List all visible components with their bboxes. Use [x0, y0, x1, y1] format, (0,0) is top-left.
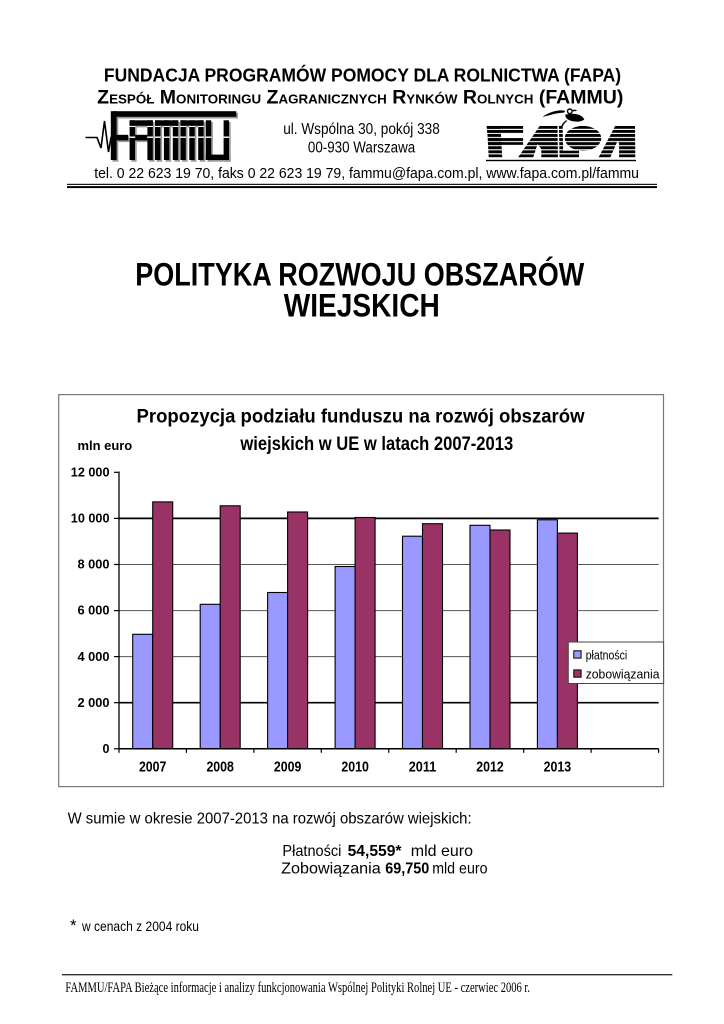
svg-text:2013: 2013	[544, 760, 572, 776]
svg-text:2010: 2010	[341, 760, 369, 776]
svg-text:54,559*: 54,559*	[348, 843, 403, 860]
svg-text:2 000: 2 000	[78, 696, 110, 710]
svg-text:wiejskich w UE w latach 2007-2: wiejskich w UE w latach 2007-2013	[240, 433, 514, 455]
svg-text:zobowiązania: zobowiązania	[586, 666, 660, 681]
svg-text:Propozycja podziału funduszu n: Propozycja podziału funduszu na rozwój o…	[137, 406, 586, 428]
svg-text:69,750: 69,750	[385, 861, 429, 878]
svg-text:POLITYKA ROZWOJU OBSZARÓW: POLITYKA ROZWOJU OBSZARÓW	[135, 255, 584, 292]
svg-text:W sumie w okresie 2007-2013 na: W sumie w okresie 2007-2013 na rozwój ob…	[68, 810, 472, 827]
svg-text:00-930 Warszawa: 00-930 Warszawa	[308, 139, 416, 156]
svg-text:FUNDACJA PROGRAMÓW POMOCY DLA: FUNDACJA PROGRAMÓW POMOCY DLA ROLNICTWA …	[104, 64, 621, 85]
svg-text:*: *	[70, 916, 77, 935]
svg-text:ul. Wspólna 30, pokój 338: ul. Wspólna 30, pokój 338	[283, 121, 440, 138]
svg-text:mld euro: mld euro	[432, 861, 487, 878]
svg-text:8 000: 8 000	[78, 558, 110, 572]
svg-text:Płatności: Płatności	[282, 843, 341, 860]
svg-text:WIEJSKICH: WIEJSKICH	[284, 287, 440, 323]
svg-text:FAMMU/FAPA Bieżące informacje: FAMMU/FAPA Bieżące informacje i analizy …	[65, 980, 530, 996]
svg-text:2009: 2009	[274, 760, 302, 776]
svg-text:mld euro: mld euro	[411, 843, 473, 860]
svg-text:12 000: 12 000	[71, 465, 110, 479]
svg-text:10 000: 10 000	[71, 512, 110, 526]
svg-text:płatności: płatności	[586, 647, 628, 662]
svg-text:mln euro: mln euro	[78, 439, 133, 453]
svg-text:Zespół Monitoringu Zagraniczny: Zespół Monitoringu Zagranicznych Rynków …	[97, 87, 623, 108]
svg-text:2011: 2011	[409, 760, 437, 776]
svg-text:2007: 2007	[139, 760, 167, 776]
svg-text:0: 0	[103, 742, 110, 756]
svg-text:tel. 0 22 623 19 70, faks 0 22: tel. 0 22 623 19 70, faks 0 22 623 19 79…	[94, 166, 639, 182]
svg-text:Zobowiązania: Zobowiązania	[281, 861, 381, 878]
svg-text:4 000: 4 000	[78, 650, 110, 664]
svg-text:w cenach z 2004 roku: w cenach z 2004 roku	[81, 918, 199, 934]
svg-text:2008: 2008	[206, 760, 234, 776]
svg-text:6 000: 6 000	[78, 604, 110, 618]
svg-text:2012: 2012	[476, 760, 504, 776]
